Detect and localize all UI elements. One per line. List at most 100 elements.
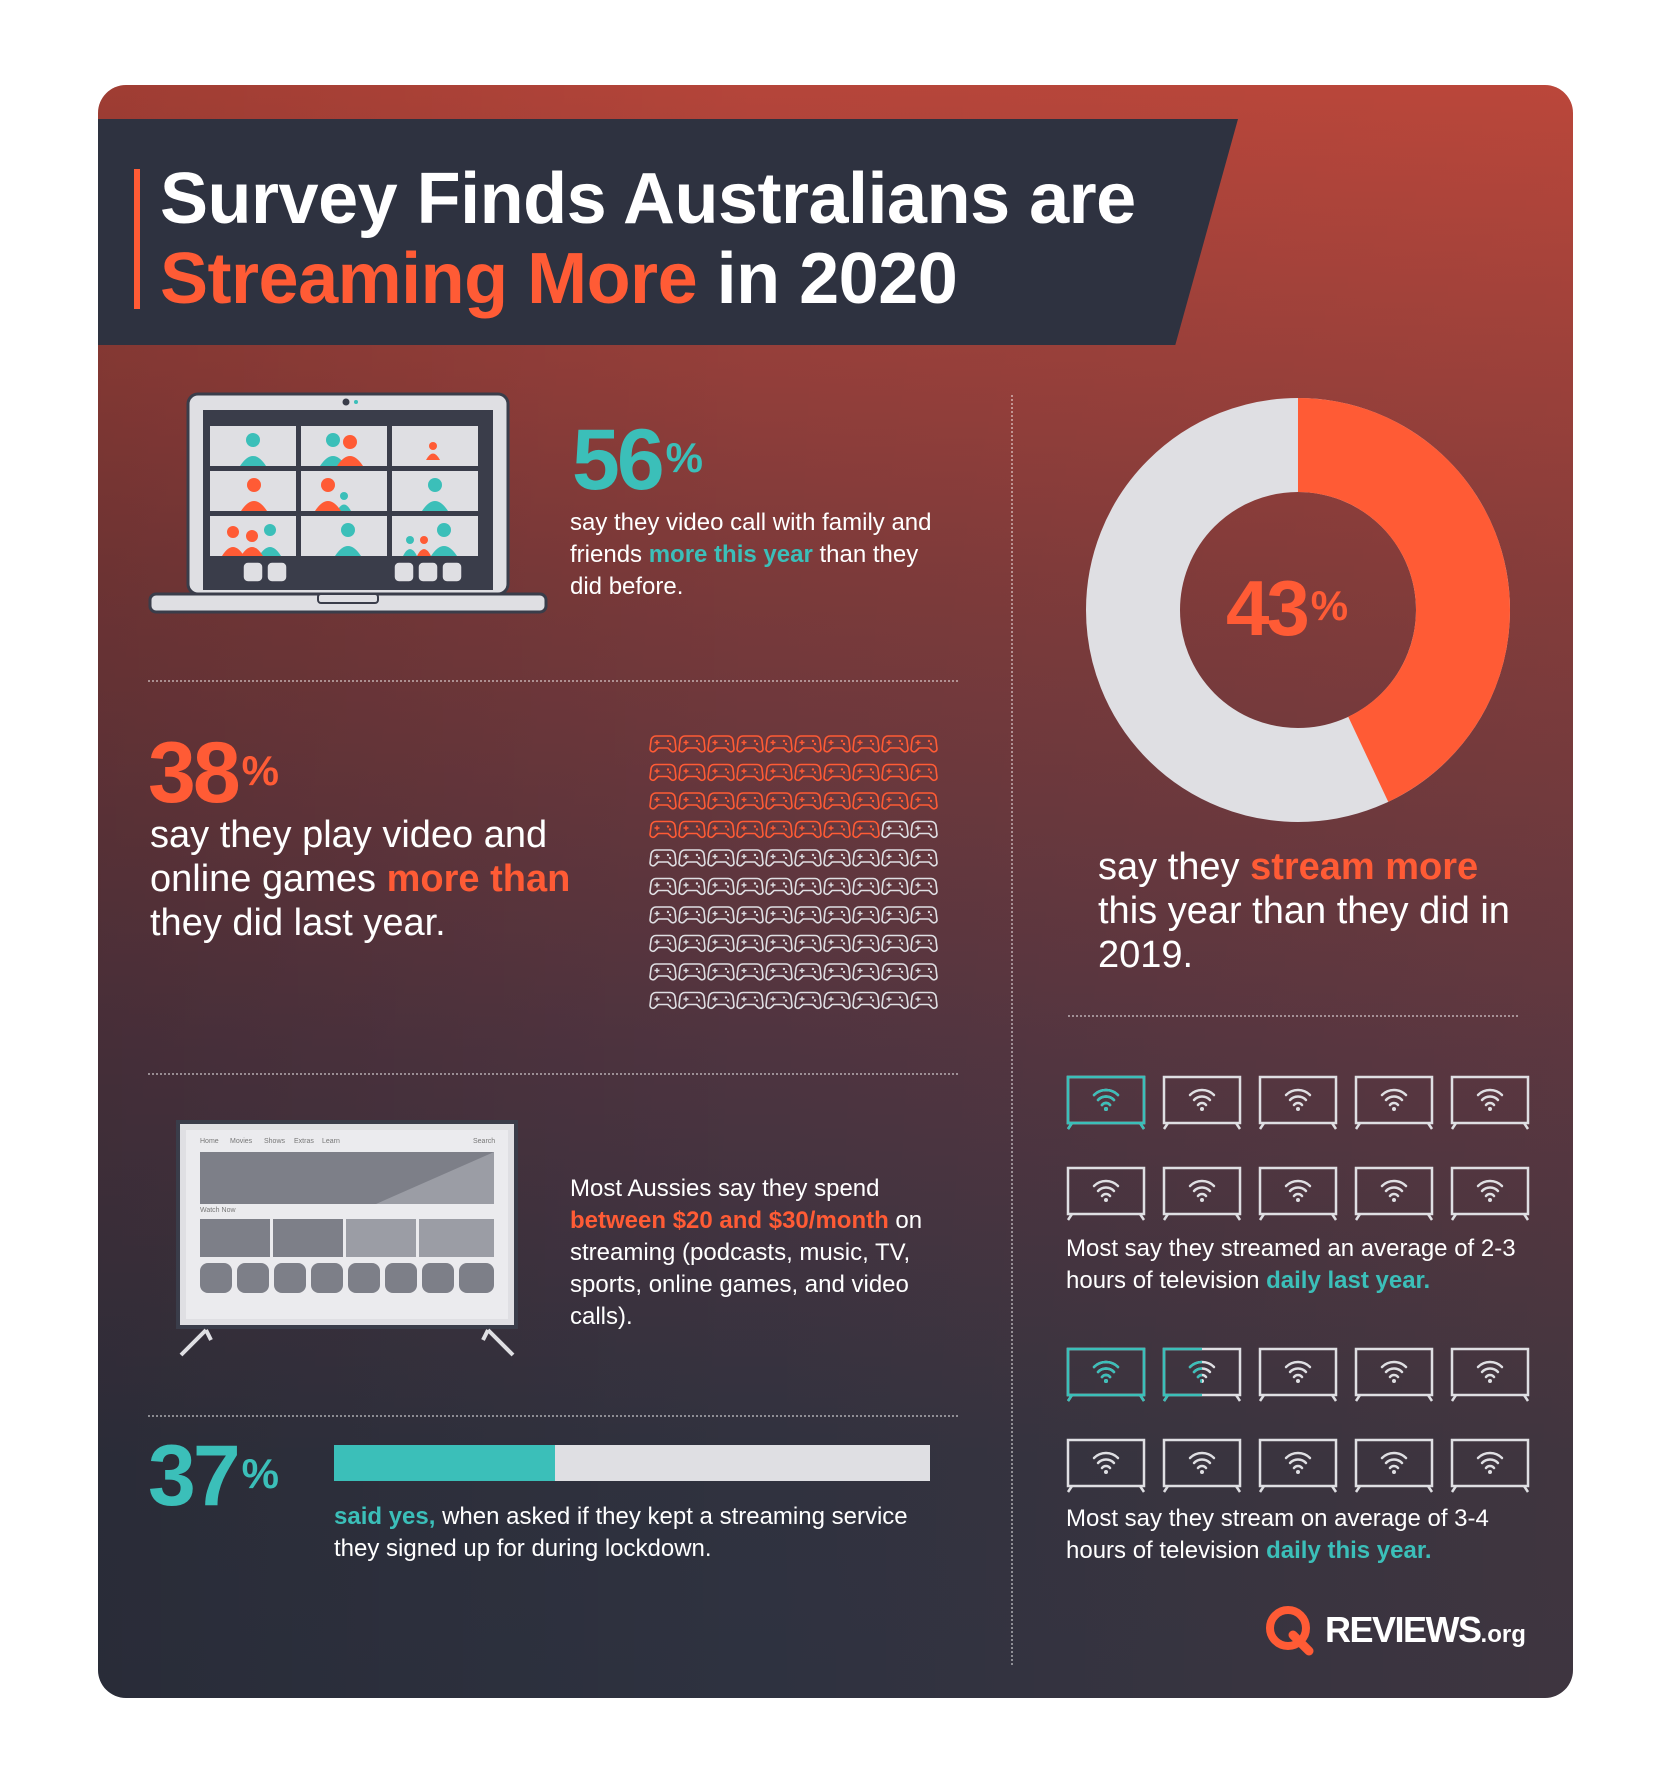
logo-name: REVIEWS: [1325, 1609, 1482, 1650]
kept-service-value: 37: [148, 1428, 241, 1524]
tv-nav-home: Home: [200, 1138, 219, 1145]
gamepad-icon: [736, 877, 764, 896]
gamepad-icon: [707, 820, 735, 839]
gamepad-icon: [736, 991, 764, 1010]
games-text: say they play video and online games mor…: [150, 813, 610, 945]
gamepad-icon: [910, 849, 938, 867]
stream-more-value: 43: [1226, 564, 1310, 652]
gamepad-icon: [881, 820, 909, 839]
gamepad-icon: [707, 735, 735, 753]
tv-grid-last-year: [1066, 1075, 1530, 1229]
laptop-video-call-icon: [148, 392, 548, 614]
kept-service-unit: %: [241, 1450, 280, 1497]
gamepad-icon: [881, 991, 909, 1010]
gamepad-icon: [910, 877, 938, 896]
logo-text: REVIEWS.org: [1325, 1609, 1526, 1651]
gamepad-icon: [765, 792, 793, 810]
gamepad-icon: [678, 735, 706, 753]
gamepad-icon: [765, 849, 793, 867]
video-call-unit: %: [665, 434, 704, 481]
gamepad-icon: [765, 906, 793, 924]
stream-more-percentage: 43%: [1226, 565, 1348, 651]
stream-more-text: say they stream more this year than they…: [1098, 845, 1518, 977]
spend-text: Most Aussies say they spend between $20 …: [570, 1173, 960, 1333]
gamepad-icon: [881, 735, 909, 753]
title-banner: Survey Finds Australians are Streaming M…: [98, 119, 1238, 345]
gamepad-icon: [852, 963, 880, 981]
gamepad-icon: [707, 877, 735, 896]
title-accent-bar: [134, 169, 140, 309]
wifi-tv-icon: [1258, 1438, 1338, 1501]
gamepad-grid: [649, 735, 938, 1010]
wifi-tv-icon: [1162, 1347, 1242, 1410]
gamepad-icon: [881, 963, 909, 981]
title-rest: in 2020: [697, 239, 958, 319]
gamepad-icon: [736, 849, 764, 867]
wifi-tv-icon: [1354, 1075, 1434, 1138]
gamepad-icon: [881, 763, 909, 782]
gamepad-icon: [823, 792, 851, 810]
gamepad-icon: [707, 763, 735, 782]
gamepad-icon: [649, 963, 677, 981]
gamepad-icon: [794, 906, 822, 924]
wifi-tv-icon: [1450, 1347, 1530, 1410]
wifi-tv-icon: [1354, 1166, 1434, 1229]
gamepad-icon: [736, 763, 764, 782]
page-title: Survey Finds Australians are Streaming M…: [160, 159, 1136, 319]
logo-suffix: .org: [1480, 1621, 1526, 1648]
tv-nav-learn: Learn: [322, 1138, 340, 1145]
wifi-tv-icon: [1450, 1438, 1530, 1501]
wifi-tv-icon: [1162, 1438, 1242, 1501]
gamepad-icon: [910, 963, 938, 981]
vertical-divider: [1011, 395, 1013, 1665]
gamepad-icon: [852, 991, 880, 1010]
gamepad-icon: [736, 792, 764, 810]
gamepad-icon: [649, 792, 677, 810]
wifi-tv-icon: [1066, 1166, 1146, 1229]
spend-text-after: on streaming (podcasts, music, TV, sport…: [570, 1207, 923, 1330]
gamepad-icon: [678, 849, 706, 867]
gamepad-icon: [678, 820, 706, 839]
gamepad-icon: [649, 735, 677, 753]
gamepad-icon: [910, 934, 938, 953]
tv-last-year-highlight: daily last year.: [1266, 1267, 1431, 1294]
gamepad-icon: [678, 934, 706, 953]
video-call-text: say they video call with family and frie…: [570, 507, 950, 603]
gamepad-icon: [707, 849, 735, 867]
video-call-percentage: 56%: [572, 417, 703, 503]
gamepad-icon: [678, 792, 706, 810]
gamepad-icon: [765, 735, 793, 753]
gamepad-icon: [649, 906, 677, 924]
gamepad-icon: [794, 963, 822, 981]
gamepad-icon: [649, 849, 677, 867]
wifi-tv-icon: [1162, 1166, 1242, 1229]
tv-last-year-text: Most say they streamed an average of 2-3…: [1066, 1233, 1526, 1297]
games-text-after: they did last year.: [150, 902, 446, 944]
reviews-logo: REVIEWS.org: [1263, 1603, 1526, 1657]
gamepad-icon: [794, 877, 822, 896]
gamepad-icon: [823, 877, 851, 896]
gamepad-icon: [823, 763, 851, 782]
gamepad-icon: [678, 991, 706, 1010]
wifi-tv-icon: [1258, 1347, 1338, 1410]
gamepad-icon: [910, 792, 938, 810]
gamepad-icon: [823, 991, 851, 1010]
title-highlight: Streaming More: [160, 239, 698, 319]
gamepad-icon: [736, 735, 764, 753]
divider: [148, 680, 958, 682]
video-call-text-before: say they video call with family and frie…: [570, 509, 932, 568]
stream-more-donut: [1086, 398, 1510, 822]
video-call-value: 56: [572, 412, 665, 508]
gamepad-icon: [736, 906, 764, 924]
gamepad-icon: [765, 763, 793, 782]
gamepad-icon: [765, 991, 793, 1010]
gamepad-icon: [736, 820, 764, 839]
gamepad-icon: [823, 906, 851, 924]
tv-this-year-text-before: Most say they stream on average of 3-4 h…: [1066, 1505, 1489, 1564]
wifi-tv-icon: [1066, 1075, 1146, 1138]
wifi-tv-icon: [1354, 1347, 1434, 1410]
gamepad-icon: [881, 934, 909, 953]
wifi-tv-icon: [1258, 1075, 1338, 1138]
gamepad-icon: [707, 963, 735, 981]
kept-service-bar: [334, 1445, 930, 1481]
